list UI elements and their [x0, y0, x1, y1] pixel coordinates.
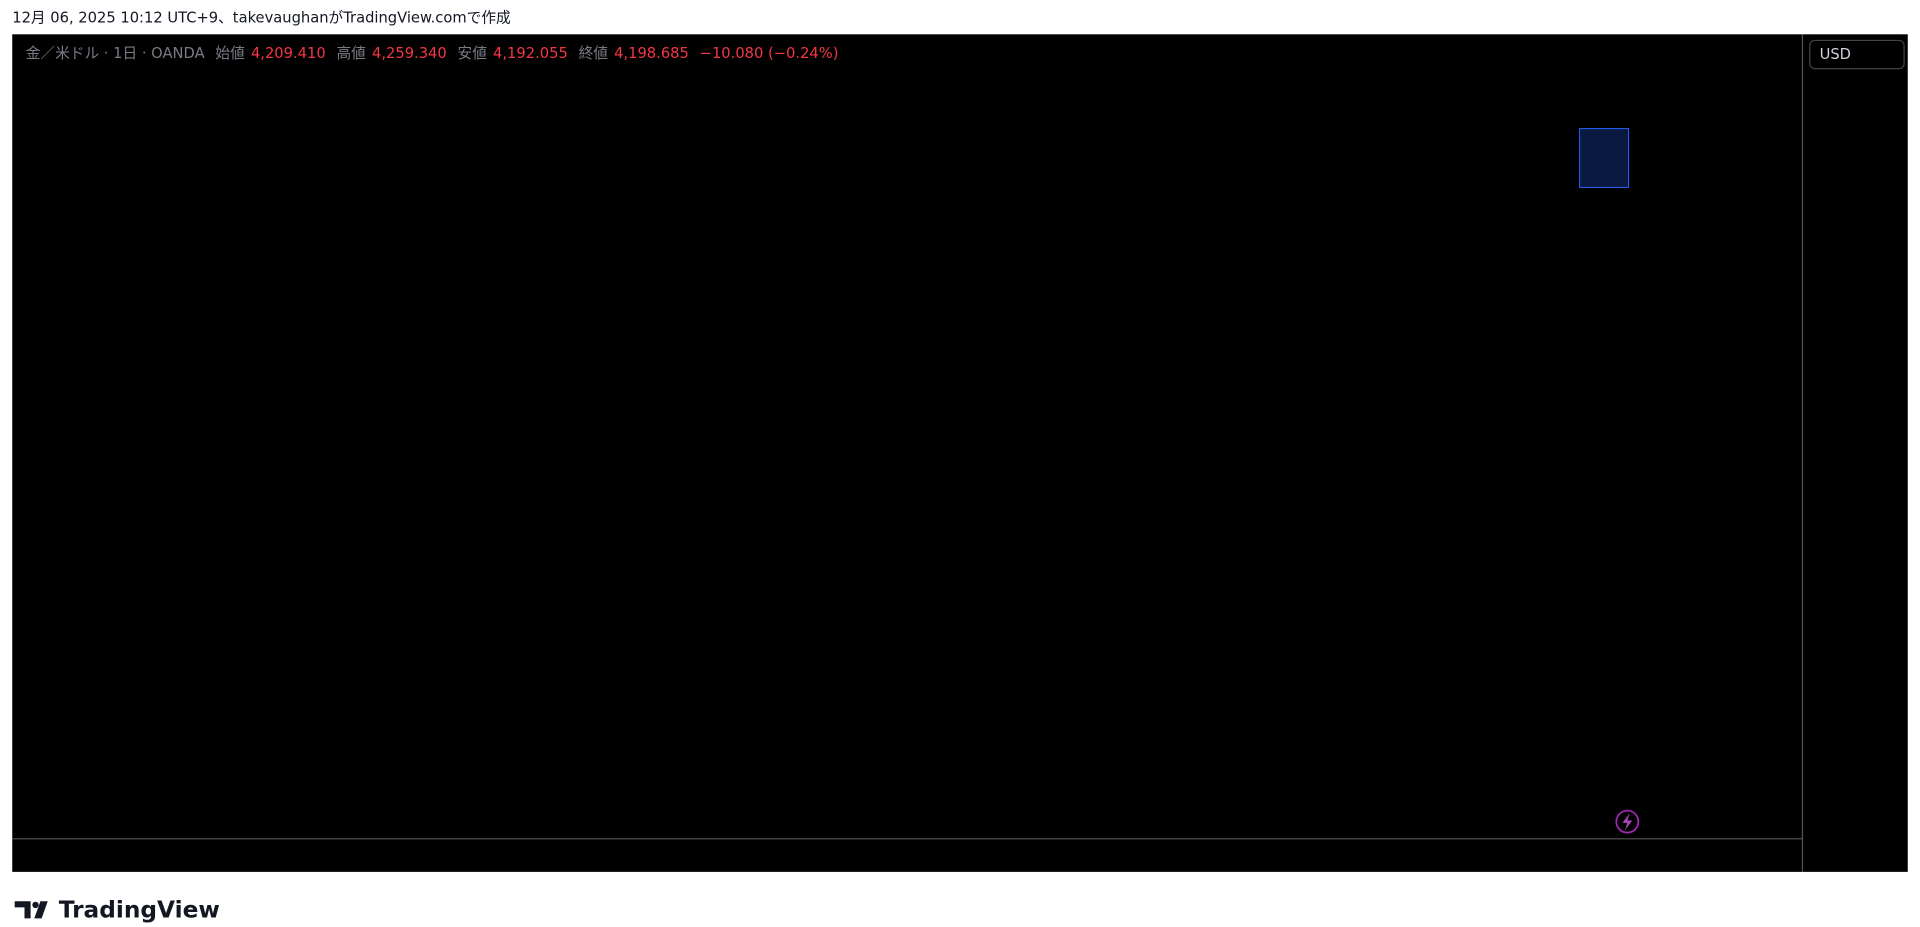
label: 高値 [336, 45, 366, 62]
symbol: 金／米ドル · 1日 · OANDA [26, 45, 205, 62]
label: 終値 [579, 45, 609, 62]
tradingview-logo [14, 901, 48, 919]
value: 4,259.340 [372, 45, 447, 62]
value: 4,198.685 [614, 45, 689, 62]
label: 安値 [458, 45, 488, 62]
logo-text: TradingView [59, 897, 220, 924]
lightning-icon[interactable] [1615, 809, 1640, 834]
legend-info: 金／米ドル · 1日 · OANDA 始値 4,209.410 高値 4,259.3… [26, 45, 839, 62]
selection-box [1579, 128, 1630, 188]
header: 12月 06, 2025 10:12 UTC+9、takevaughanがTra… [12, 9, 511, 26]
label: 始値 [215, 45, 245, 62]
currency: USD [1820, 46, 1851, 63]
currency-button[interactable] [1809, 39, 1905, 70]
change: −10.080 (−0.24%) [700, 45, 839, 62]
chart-background [12, 34, 1908, 872]
value: 4,209.410 [251, 45, 326, 62]
value: 4,192.055 [493, 45, 568, 62]
